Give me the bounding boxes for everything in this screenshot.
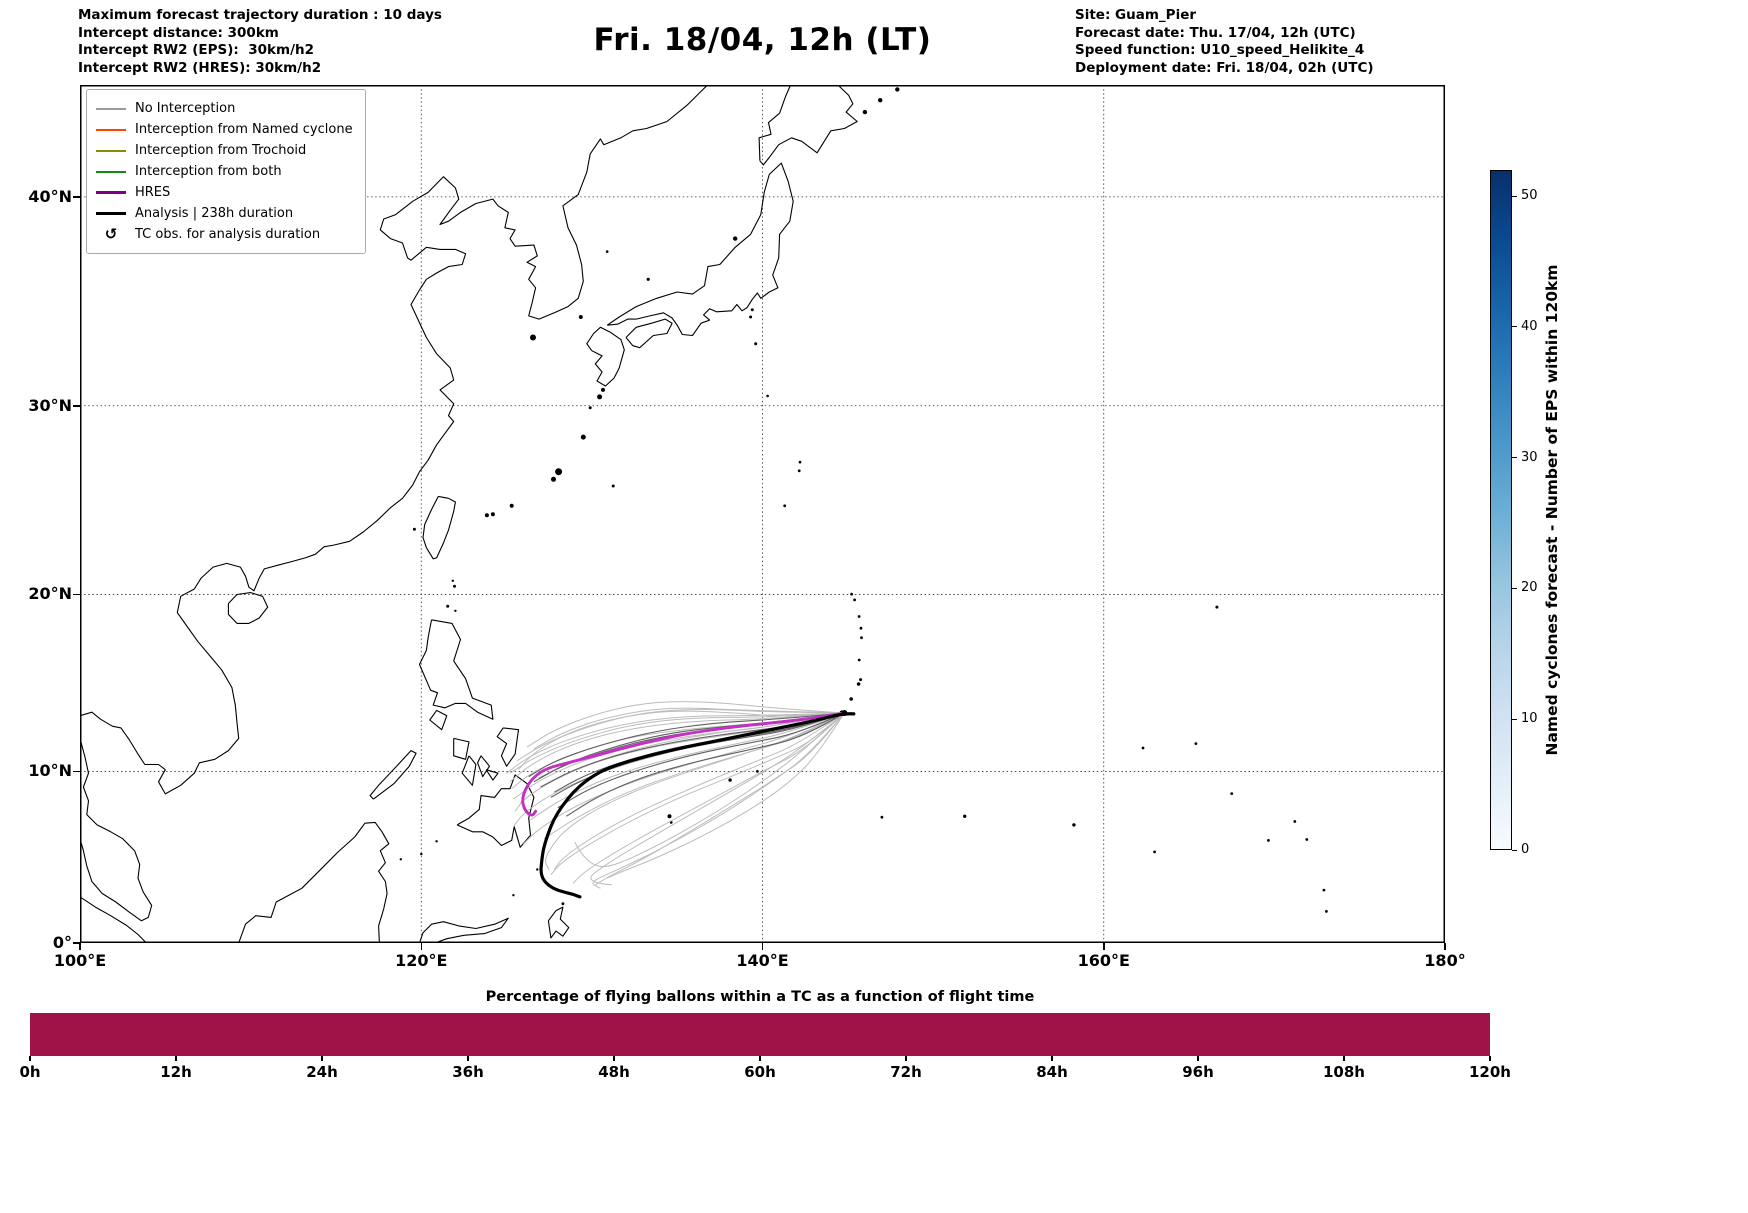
legend-label: TC obs. for analysis duration — [135, 227, 321, 242]
legend-item-tc-obs: ↺ TC obs. for analysis duration — [96, 224, 353, 245]
legend-label: Interception from both — [135, 164, 282, 179]
trajectory-map: No Interception Interception from Named … — [80, 85, 1445, 943]
axis-tick — [1197, 1056, 1199, 1061]
axis-tick — [1512, 457, 1517, 459]
param-line-rw2-hres: Intercept RW2 (HRES): 30km/h2 — [78, 59, 322, 76]
figure-title: Fri. 18/04, 12h (LT) — [593, 22, 932, 58]
y-axis-tick-label-10n: 10°N — [28, 761, 72, 781]
legend-item-no-interception: No Interception — [96, 98, 353, 119]
legend-item-trochoid: Interception from Trochoid — [96, 140, 353, 161]
param-line-rw2-eps: Intercept RW2 (EPS): 30km/h2 — [78, 42, 314, 58]
axis-tick — [613, 1056, 615, 1061]
axis-tick — [1512, 718, 1517, 720]
x-axis-tick-label-120e: 120°E — [395, 951, 448, 970]
axis-tick — [73, 405, 80, 407]
legend-label: No Interception — [135, 101, 236, 116]
y-axis-tick-label-0: 0° — [52, 933, 72, 952]
axis-tick — [73, 196, 80, 198]
axis-tick — [79, 943, 81, 950]
info-line-speed-function: Speed function: U10_speed_Helikite_4 — [1075, 42, 1365, 58]
x-axis-tick-label-100e: 100°E — [53, 951, 107, 970]
tc-obs-symbol-icon: ↺ — [104, 225, 118, 243]
param-line-distance: Intercept distance: 300km — [78, 24, 279, 41]
tc-percentage-strip-title: Percentage of flying ballons within a TC… — [485, 989, 1035, 1005]
info-line-site: Site: Guam_Pier — [1075, 7, 1197, 23]
colorbar-tick-0: 0 — [1521, 842, 1530, 857]
legend-label: HRES — [135, 185, 171, 200]
colorbar-tick-10: 10 — [1521, 711, 1538, 727]
legend-item-both: Interception from both — [96, 161, 353, 182]
axis-tick — [1444, 943, 1446, 950]
axis-tick — [1103, 943, 1105, 950]
axis-tick — [73, 593, 80, 596]
axis-tick — [467, 1056, 469, 1061]
axis-tick — [1512, 849, 1517, 851]
legend-line-swatch — [96, 170, 126, 173]
legend-label: Interception from Trochoid — [135, 143, 307, 158]
flight-time-tick-108h: 108h — [1323, 1063, 1365, 1081]
axis-tick — [1512, 326, 1517, 328]
axis-tick — [1051, 1056, 1053, 1061]
legend-item-analysis: Analysis | 238h duration — [96, 203, 353, 224]
colorbar-axis-label: Named cyclones forecast - Number of EPS … — [1543, 264, 1561, 756]
colorbar-tick-20: 20 — [1521, 580, 1538, 596]
y-axis-tick-label-40n: 40°N — [28, 186, 72, 206]
flight-time-tick-36h: 36h — [452, 1063, 484, 1081]
flight-time-tick-0h: 0h — [19, 1063, 41, 1081]
map-canvas — [80, 85, 1445, 943]
axis-tick — [29, 1056, 31, 1061]
axis-tick — [73, 770, 80, 773]
legend-line-swatch — [96, 149, 126, 152]
axis-tick — [73, 942, 80, 944]
axis-tick — [1512, 195, 1517, 197]
tc-percentage-strip — [30, 1013, 1490, 1056]
y-axis-tick-label-20n: 20°N — [28, 584, 72, 604]
site-info-block: Site: Guam_Pier Forecast date: Thu. 17/0… — [1075, 7, 1374, 77]
x-axis-tick-label-140e: 140°E — [736, 951, 789, 970]
flight-time-tick-72h: 72h — [890, 1063, 922, 1081]
legend-label: Interception from Named cyclone — [135, 122, 353, 137]
axis-tick — [1512, 587, 1517, 589]
flight-time-tick-120h: 120h — [1469, 1063, 1511, 1081]
legend-label: Analysis | 238h duration — [135, 206, 294, 221]
param-line-duration: Maximum forecast trajectory duration : 1… — [78, 7, 442, 23]
flight-time-tick-60h: 60h — [744, 1063, 776, 1081]
map-legend: No Interception Interception from Named … — [86, 89, 366, 254]
axis-tick — [1489, 1056, 1491, 1061]
flight-time-tick-48h: 48h — [598, 1063, 630, 1081]
flight-time-tick-24h: 24h — [306, 1063, 338, 1081]
x-axis-tick-label-180: 180° — [1424, 951, 1466, 970]
info-line-forecast-date: Forecast date: Thu. 17/04, 12h (UTC) — [1075, 24, 1356, 41]
axis-tick — [175, 1056, 177, 1061]
legend-item-hres: HRES — [96, 182, 353, 203]
axis-tick — [321, 1056, 323, 1061]
colorbar-tick-40: 40 — [1521, 318, 1538, 334]
colorbar-tick-50: 50 — [1521, 188, 1538, 204]
run-parameters-block: Maximum forecast trajectory duration : 1… — [78, 7, 442, 77]
legend-line-swatch — [96, 128, 126, 131]
colorbar-tick-30: 30 — [1521, 449, 1538, 465]
flight-time-tick-96h: 96h — [1182, 1063, 1214, 1081]
y-axis-tick-label-30n: 30°N — [28, 395, 72, 415]
axis-tick — [420, 943, 422, 950]
axis-tick — [761, 943, 764, 950]
flight-time-tick-84h: 84h — [1036, 1063, 1068, 1081]
axis-tick — [905, 1056, 907, 1061]
axis-tick — [759, 1056, 761, 1061]
x-axis-tick-label-160e: 160°E — [1077, 951, 1130, 970]
flight-time-tick-12h: 12h — [160, 1063, 192, 1081]
legend-line-swatch — [96, 211, 126, 216]
colorbar — [1490, 170, 1512, 850]
legend-line-swatch — [96, 107, 126, 110]
info-line-deployment-date: Deployment date: Fri. 18/04, 02h (UTC) — [1075, 59, 1374, 76]
legend-item-named-cyclone: Interception from Named cyclone — [96, 119, 353, 140]
legend-line-swatch — [96, 190, 126, 195]
axis-tick — [1343, 1056, 1345, 1061]
